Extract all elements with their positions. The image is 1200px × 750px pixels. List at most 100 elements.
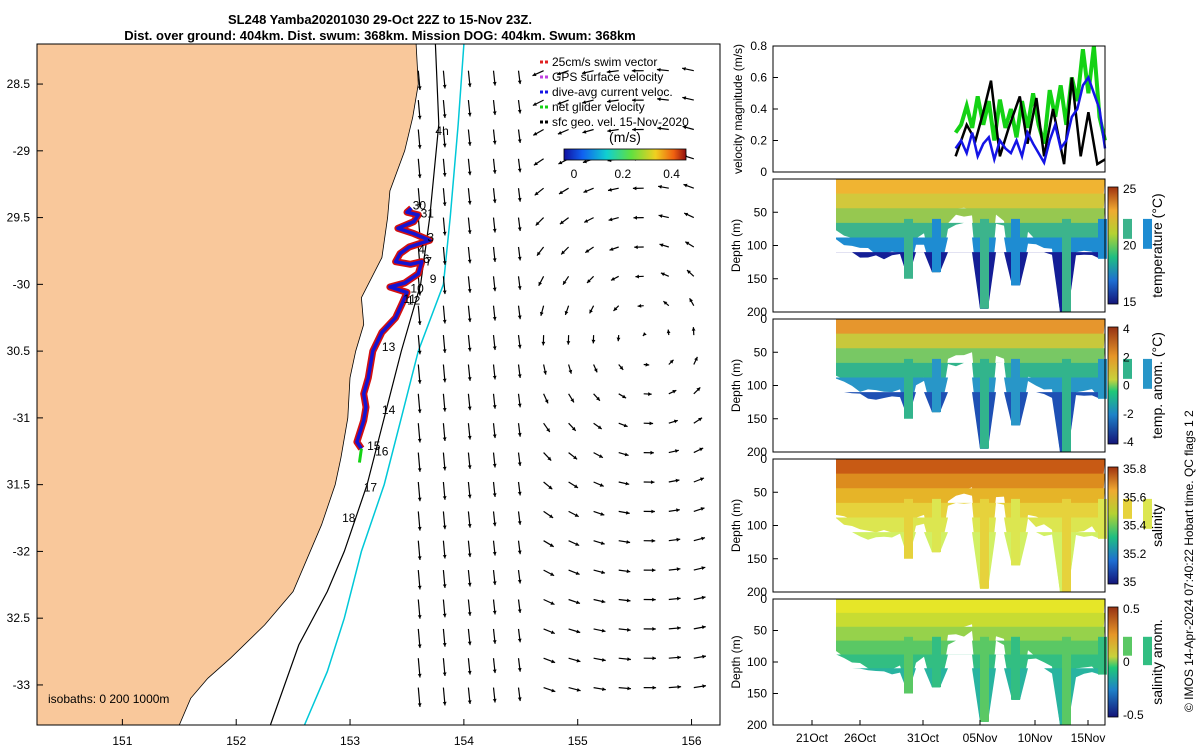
current-vector-head [517,521,522,525]
current-vector-head [532,72,537,76]
current-vector-head [682,96,687,100]
current-vector-head [442,84,447,89]
section-dive-profile [932,498,941,553]
current-vector-head [627,657,631,661]
current-vector-head [625,481,630,486]
legend-entry: sfc geo. vel. 15-Nov-2020 [552,115,689,129]
current-vector-head [601,599,606,604]
current-vector-head [673,419,678,424]
current-vector-head [442,143,447,148]
current-vector-head [585,249,590,253]
section-dive-profile [904,358,913,419]
current-vector-head [442,672,447,676]
section-colorbar-tick-label: 35.8 [1123,462,1147,476]
current-vector-head [593,368,598,373]
current-vector-head [442,290,447,295]
current-vector-head [467,582,472,587]
current-vector-head [442,408,447,412]
current-vector-head [606,69,611,74]
current-vector-head [682,125,687,130]
current-vector-head [658,185,662,189]
current-vector-head [442,437,447,441]
map-y-tick-label: -31 [13,411,31,425]
current-vector-head [442,378,447,383]
section-colorbar-tick-label: 20 [1123,239,1137,253]
section-dive-profile [1011,358,1020,426]
section-dive-profile [1143,636,1152,666]
section-colorbar-label: salinity [1149,504,1165,547]
current-vector-head [442,584,447,588]
current-vector-head [517,491,522,496]
current-vector-head [596,396,600,401]
colorbar-tick-label: 0.4 [663,167,680,181]
current-vector-head [517,256,522,261]
current-vector-head [417,497,422,502]
current-vector-head [517,344,522,349]
section-y-tick-label: 200 [747,718,767,732]
velocity-y-tick-label: 0.8 [750,39,767,53]
section-y-tick-label: 100 [747,379,767,393]
current-vector-head [492,434,497,439]
current-vector-head [517,227,522,231]
current-vector-head [417,350,422,355]
current-vector-head [517,609,522,613]
current-vector-head [492,140,497,145]
velocity-series-line [954,74,1107,166]
current-vector-head [517,109,522,114]
current-vector-head [492,581,497,585]
current-vector-head [677,685,682,689]
section-colorbar [1107,606,1119,718]
section-y-tick-label: 0 [760,312,767,326]
current-vector-head [649,421,654,426]
current-vector-head [417,291,422,296]
current-vector-head [467,200,472,205]
current-vector-head [467,612,472,616]
current-vector-head [582,70,586,75]
current-vector-head [467,112,472,117]
current-vector-head [517,403,522,408]
current-vector-head [701,536,705,541]
track-day-label: 11 [404,292,417,306]
velocity-y-tick-label: 0.6 [750,71,767,85]
current-vector-head [550,630,555,634]
net-glider-velocity [357,448,363,463]
section-dive-profile [1062,218,1071,312]
section-dive-profile [1123,498,1132,519]
section-y-tick-label: 100 [747,655,767,669]
section-dive-profile [1098,358,1107,399]
current-vector-head [677,626,681,630]
current-vector-head [557,101,562,105]
current-vector-head [658,214,663,218]
section-colorbar-tick-label: 0.5 [1123,602,1140,616]
current-vector-head [676,537,681,542]
section-colorbar-tick-label: 0 [1123,379,1130,393]
current-vector-head [549,543,554,547]
current-vector-head [417,321,422,325]
map-y-tick-label: 31.5 [7,478,31,492]
track-day-label: 15 [367,439,381,453]
section-dive-profile [1098,218,1107,259]
current-vector-head [442,173,447,177]
current-vector-head [417,409,422,414]
current-vector-head [696,387,701,392]
current-vector-head [543,370,547,375]
track-day-label: 30 [413,199,427,213]
current-vector-head [691,327,696,331]
current-vector-head [417,673,422,678]
current-vector-head [632,98,636,103]
section-dive-profile [1143,498,1152,529]
current-vector-head [702,684,706,689]
current-vector-head [442,319,447,324]
current-vector-head [467,318,472,323]
current-vector-head [467,83,472,88]
section-dive-profile [932,218,941,273]
current-vector-head [582,100,587,104]
section-dive-profile [1123,218,1132,239]
current-vector-head [576,688,581,692]
current-vector-head [467,641,472,646]
current-vector-head [467,259,472,264]
current-vector-head [672,390,677,394]
section-x-tick-label: 15Nov [1071,731,1106,745]
current-vector-head [467,171,472,176]
